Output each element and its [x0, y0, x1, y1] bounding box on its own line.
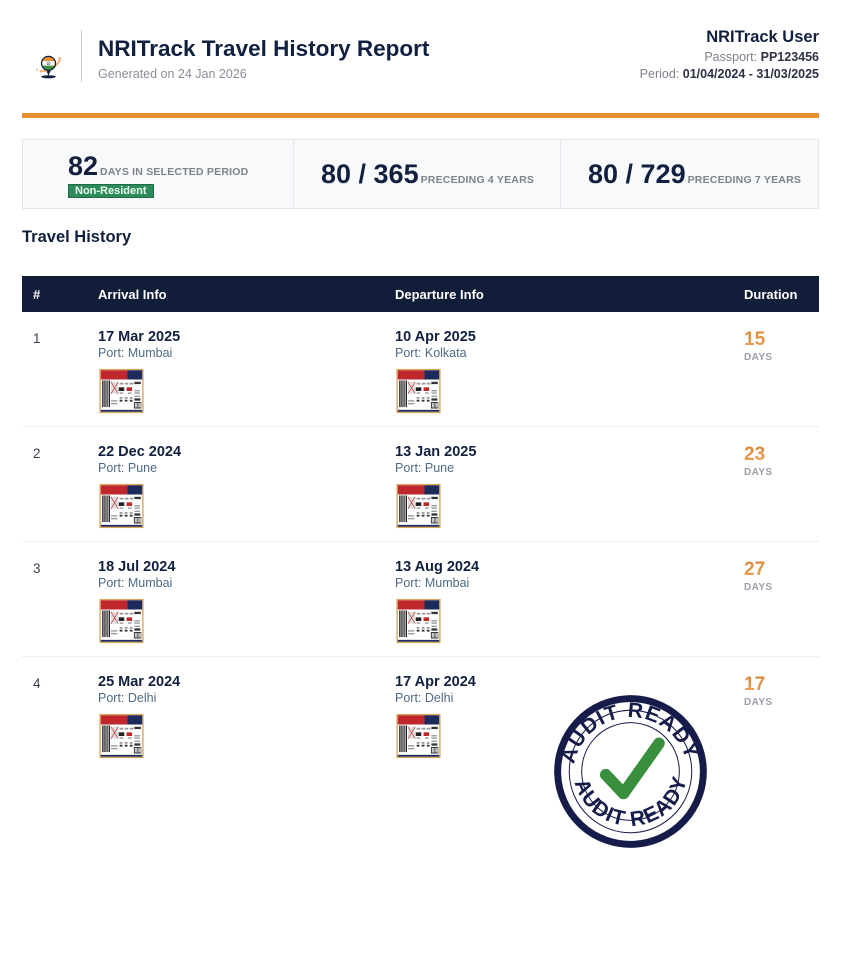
svg-text:AUDIT READY: AUDIT READY: [554, 696, 703, 766]
